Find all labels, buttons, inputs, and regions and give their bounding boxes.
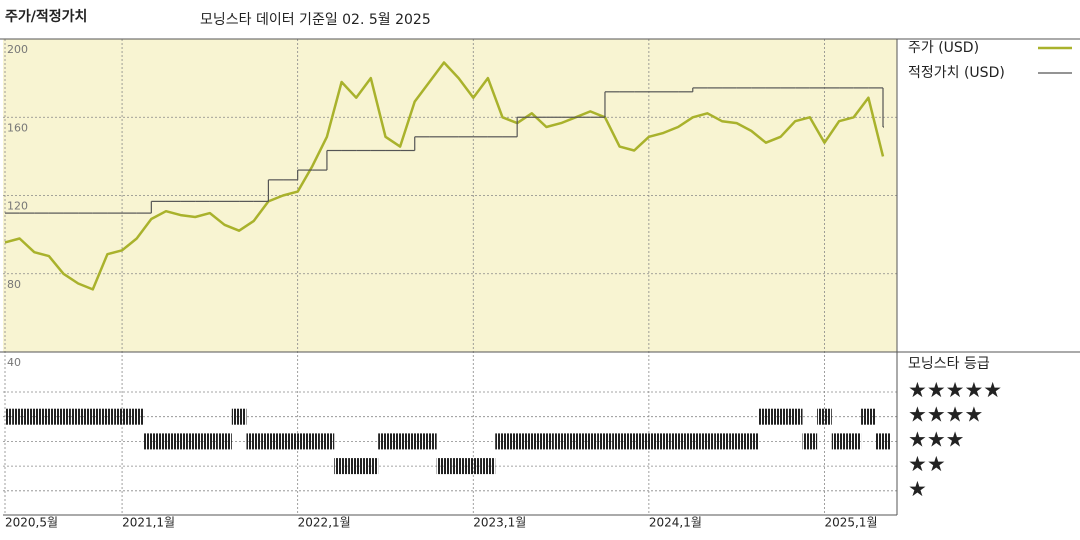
x-tick-label: 2022,1월: [298, 516, 351, 530]
rating-bar: [304, 433, 320, 450]
rating-bar: [5, 408, 13, 425]
rating-bar: [758, 408, 774, 425]
rating-bar: [70, 408, 86, 425]
x-tick-label: 2020,5월: [5, 516, 58, 530]
rating-bar: [334, 458, 349, 475]
rating-bar: [158, 433, 174, 450]
rating-bar: [129, 408, 145, 425]
rating-bar: [524, 433, 540, 450]
rating-bar: [495, 433, 510, 450]
rating-bar: [729, 433, 744, 450]
rating-bar: [407, 433, 423, 450]
rating-bar: [12, 408, 27, 425]
y-tick-label: 200: [7, 43, 28, 56]
rating-bar: [509, 433, 525, 450]
rating-bar: [875, 433, 891, 450]
rating-bar: [714, 433, 730, 450]
rating-bar: [656, 433, 671, 450]
rating-bar: [831, 433, 847, 450]
rating-bar: [290, 433, 305, 450]
rating-bar: [144, 433, 159, 450]
rating-bar: [597, 433, 613, 450]
rating-bar: [363, 458, 379, 475]
rating-legend-label: ★: [908, 477, 927, 501]
y-tick-label: 40: [7, 356, 21, 369]
y-tick-label: 80: [7, 278, 21, 291]
rating-bar: [231, 408, 247, 425]
rating-bar: [787, 408, 803, 425]
rating-bar: [583, 433, 598, 450]
rating-bar: [539, 433, 554, 450]
price-line: [4, 61, 885, 291]
rating-bar: [85, 408, 101, 425]
rating-bar: [641, 433, 657, 450]
rating-bar: [261, 433, 276, 450]
rating-bar: [56, 408, 71, 425]
rating-bar: [348, 458, 364, 475]
rating-bar: [202, 433, 218, 450]
rating-bar: [861, 408, 876, 425]
rating-bar: [743, 433, 759, 450]
rating-bar: [422, 433, 437, 450]
legend-label: 적정가치 (USD): [908, 65, 1005, 81]
rating-bar: [26, 408, 42, 425]
rating-bar: [187, 433, 203, 450]
rating-bar: [114, 408, 130, 425]
chart-subtitle: 모닝스타 데이터 기준일 02. 5월 2025: [200, 12, 431, 28]
plot-background: [3, 39, 897, 352]
rating-bar: [41, 408, 57, 425]
x-tick-label: 2025,1월: [824, 516, 877, 530]
rating-legend-label: ★★: [908, 452, 946, 476]
rating-bar: [392, 433, 408, 450]
rating-bar: [275, 433, 291, 450]
rating-bar: [436, 458, 452, 475]
rating-bar: [685, 433, 701, 450]
legend-label: 주가 (USD): [908, 40, 979, 56]
rating-bar: [319, 433, 335, 450]
x-tick-label: 2024,1월: [649, 516, 702, 530]
rating-legend-title: 모닝스타 등급: [908, 356, 990, 372]
rating-bar: [700, 433, 715, 450]
rating-bar: [100, 408, 115, 425]
y-tick-label: 120: [7, 200, 28, 213]
rating-bar: [451, 458, 466, 475]
rating-bar: [568, 433, 584, 450]
chart-title: 주가/적정가치: [5, 8, 87, 25]
rating-bar: [626, 433, 642, 450]
x-tick-label: 2023,1월: [473, 516, 526, 530]
rating-bar: [465, 458, 481, 475]
rating-bar: [378, 433, 393, 450]
y-tick-label: 160: [7, 121, 28, 134]
rating-bar: [480, 458, 496, 475]
rating-bar: [217, 433, 232, 450]
rating-bar: [173, 433, 188, 450]
rating-legend-label: ★★★★: [908, 403, 983, 427]
rating-bar: [670, 433, 686, 450]
rating-bar: [553, 433, 569, 450]
rating-bar: [802, 433, 818, 450]
rating-bar: [846, 433, 862, 450]
rating-bar: [612, 433, 627, 450]
x-tick-label: 2021,1월: [122, 516, 175, 530]
rating-bar: [773, 408, 788, 425]
rating-legend-label: ★★★: [908, 427, 964, 451]
rating-bar: [246, 433, 262, 450]
rating-legend-label: ★★★★★: [908, 378, 1002, 402]
rating-bar: [817, 408, 832, 425]
